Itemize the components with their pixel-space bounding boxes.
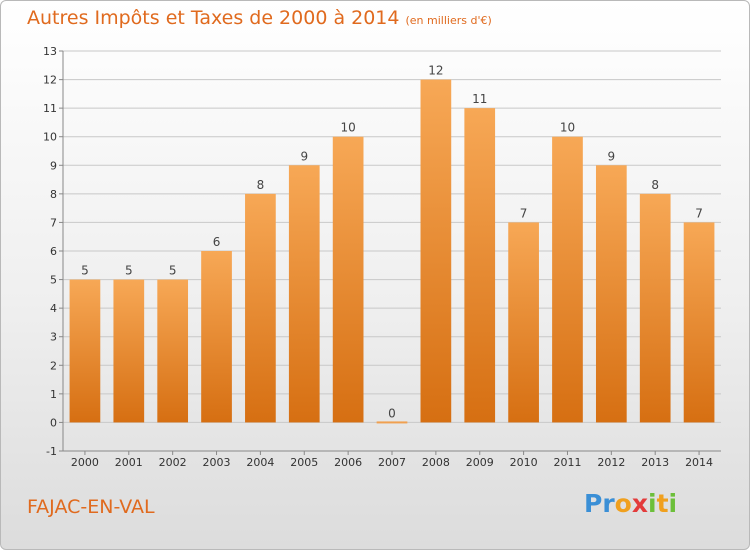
bar (683, 222, 715, 423)
data-label: 7 (520, 206, 528, 220)
data-label: 5 (81, 264, 89, 278)
x-tick-label: 2001 (115, 456, 143, 469)
data-label: 5 (125, 264, 133, 278)
chart-unit: (en milliers d'€) (405, 14, 492, 27)
x-tick-label: 2013 (641, 456, 669, 469)
data-label: 8 (651, 178, 659, 192)
logo-letter: x (631, 489, 648, 518)
y-tick-label: 1 (50, 388, 57, 401)
y-tick-label: 6 (50, 245, 57, 258)
data-label: 8 (257, 178, 265, 192)
bar (639, 193, 671, 423)
bar (245, 193, 276, 423)
bar (508, 222, 539, 423)
logo-letter: r (602, 489, 615, 518)
y-tick-label: 9 (50, 159, 57, 172)
y-tick-label: 8 (50, 188, 57, 201)
labels: 5 5 5 6 8 9 10 0 12 11 7 10 9 8 7 (81, 64, 703, 421)
proxiti-logo: Proxiti (584, 489, 677, 518)
data-label: 0 (388, 406, 396, 420)
x-tick-label: 2002 (159, 456, 187, 469)
x-tick-label: 2004 (246, 456, 274, 469)
x-tick-label: 2005 (290, 456, 318, 469)
bar (157, 279, 189, 423)
x-tick-label: 2009 (466, 456, 494, 469)
bars (69, 79, 715, 424)
bar (552, 136, 583, 423)
data-label: 12 (428, 64, 443, 78)
bar (113, 279, 145, 423)
bar (201, 251, 232, 423)
data-label: 11 (472, 92, 487, 106)
y-tick-label: 3 (50, 331, 57, 344)
bar (595, 165, 627, 423)
x-tick-label: 2008 (422, 456, 450, 469)
logo-letter: o (614, 489, 632, 518)
logo-letter: P (584, 489, 603, 518)
data-label: 5 (169, 264, 177, 278)
bar (288, 165, 320, 423)
data-label: 10 (560, 121, 575, 135)
y-tick-label: 0 (50, 416, 57, 429)
bar (332, 136, 364, 423)
x-tick-label: 2000 (71, 456, 99, 469)
bar (420, 79, 452, 423)
y-tick-label: 13 (43, 45, 57, 58)
y-tick-label: -1 (46, 445, 57, 458)
y-tick-label: 2 (50, 359, 57, 372)
data-label: 10 (340, 121, 355, 135)
chart-title-text: Autres Impôts et Taxes de 2000 à 2014 (27, 7, 400, 29)
bar (69, 279, 101, 423)
chart-title: Autres Impôts et Taxes de 2000 à 2014 (en… (27, 7, 492, 29)
data-label: 9 (300, 149, 308, 163)
y-tick-label: 5 (50, 274, 57, 287)
data-label: 9 (608, 149, 616, 163)
bar (464, 108, 496, 423)
y-tick-label: 10 (43, 131, 57, 144)
x-tick-label: 2014 (685, 456, 713, 469)
logo-letter: i (668, 489, 678, 518)
data-label: 7 (695, 206, 703, 220)
commune-name: FAJAC-EN-VAL (27, 496, 155, 518)
y-tick-label: 4 (50, 302, 57, 315)
logo-letter: t (656, 489, 669, 518)
x-tick-label: 2011 (553, 456, 581, 469)
x-tick-label: 2010 (510, 456, 538, 469)
bar (376, 421, 408, 424)
y-tick-label: 11 (43, 102, 57, 115)
x-tick-label: 2006 (334, 456, 362, 469)
y-tick-label: 7 (50, 216, 57, 229)
y-tick-label: 12 (43, 74, 57, 87)
logo-letter: i (648, 489, 657, 518)
x-tick-label: 2003 (203, 456, 231, 469)
x-tick-label: 2007 (378, 456, 406, 469)
x-tick-label: 2012 (597, 456, 625, 469)
data-label: 6 (213, 235, 221, 249)
